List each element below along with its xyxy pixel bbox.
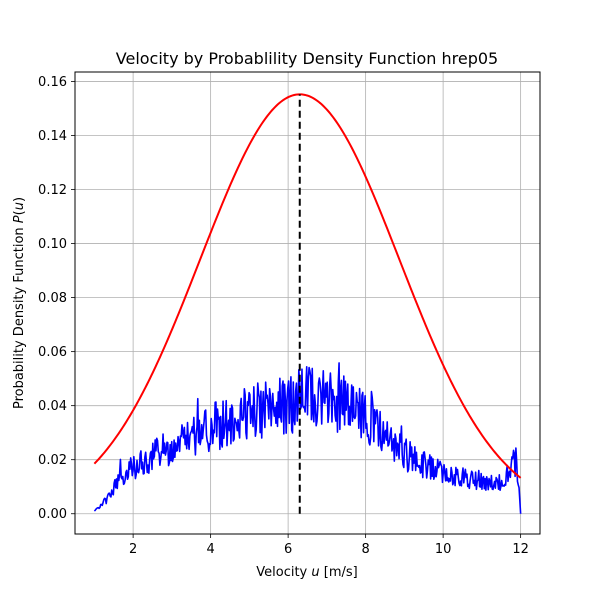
y-tick-label: 0.02	[38, 453, 67, 468]
plot-frame	[74, 71, 541, 535]
x-tick-label: 12	[512, 542, 529, 557]
x-tick-label: 6	[284, 542, 292, 557]
x-tick-label: 4	[206, 542, 214, 557]
y-tick-label: 0.04	[38, 399, 67, 414]
x-tick-label: 10	[435, 542, 452, 557]
normal-pdf-curve	[93, 93, 522, 479]
y-tick-label: 0.16	[38, 75, 67, 90]
y-tick-label: 0.06	[38, 345, 67, 360]
x-tick-label: 2	[129, 542, 137, 557]
y-tick-label: 0.14	[38, 129, 67, 144]
series-layer	[93, 93, 522, 514]
grid-lines	[75, 72, 540, 534]
y-axis-label: Probability Density Function P(u)	[12, 197, 27, 409]
x-axis-label: Velocity u [m/s]	[256, 565, 357, 580]
chart-title: Velocity by Probablility Density Functio…	[116, 49, 498, 68]
y-tick-label: 0.12	[38, 183, 67, 198]
y-tick-label: 0.00	[38, 507, 67, 522]
y-tick-label: 0.10	[38, 237, 67, 252]
x-tick-label: 8	[361, 542, 369, 557]
y-axis-ticks: 0.00 0.02 0.04 0.06 0.08 0.10 0.12 0.14 0.16	[38, 75, 75, 522]
empirical-pdf-line	[93, 362, 522, 514]
y-tick-label: 0.08	[38, 291, 67, 306]
x-axis-ticks: 2 4 6 8 10 12	[129, 534, 529, 557]
